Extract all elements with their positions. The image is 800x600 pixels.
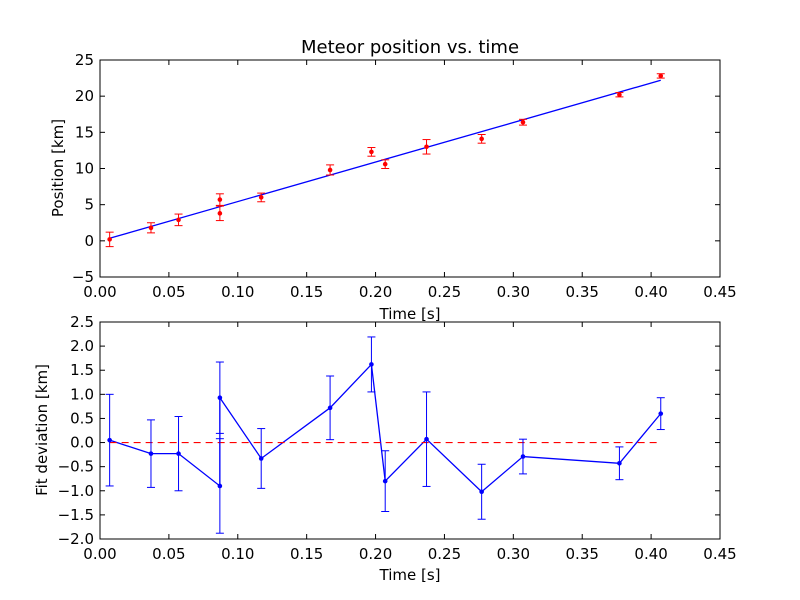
top-data-point [479, 136, 484, 142]
bottom-x-tick-label: 0.20 [359, 545, 392, 563]
bottom-y-tick-label: 1.0 [70, 385, 94, 403]
top-x-tick-label: 0.10 [221, 283, 254, 301]
bottom-data-point [369, 362, 374, 367]
bottom-x-tick-label: 0.15 [290, 545, 323, 563]
top-x-tick-label: 0.05 [152, 283, 185, 301]
top-fit-line [109, 79, 661, 239]
bottom-plot-area: 0.00 0.05 0.10 0.15 0.20 0.25 0.30 0.35 0.40 0.45… [58, 313, 737, 563]
top-data-point [658, 73, 664, 79]
top-data-point [217, 197, 223, 202]
bottom-y-tick-label: −1.5 [58, 506, 94, 524]
top-x-tick-label: 0.00 [83, 283, 116, 301]
bottom-data-point [217, 483, 223, 489]
top-y-tick-label: 0 [84, 232, 94, 250]
top-y-tick-label: 10 [75, 160, 94, 178]
top-x-tick-label: 0.30 [497, 283, 530, 301]
bottom-data-point [217, 395, 223, 401]
bottom-y-tick-label: −2.0 [58, 530, 94, 548]
bottom-data-point [327, 405, 333, 411]
top-x-tick-label: 0.25 [428, 283, 461, 301]
top-axes-frame [99, 59, 721, 278]
top-data-point [520, 119, 526, 125]
bottom-x-tick-label: 0.40 [634, 545, 667, 563]
bottom-data-point [658, 411, 664, 416]
top-x-tick-label: 0.40 [634, 283, 667, 301]
bottom-y-tick-label: 2.5 [70, 313, 94, 331]
bottom-data-point [107, 437, 112, 443]
bottom-data-point [148, 451, 154, 456]
bottom-data-point [258, 456, 264, 461]
bottom-deviation-line [109, 362, 662, 493]
top-data-point [217, 211, 223, 216]
bottom-data-point [520, 454, 526, 459]
bottom-y-axis-label: Fit deviation [km] [33, 364, 51, 496]
top-data-point [148, 225, 154, 231]
top-data-point [176, 217, 181, 223]
top-y-tick-label: −5 [72, 268, 94, 286]
top-y-tick-label: 25 [75, 51, 94, 69]
bottom-x-tick-label: 0.30 [497, 545, 530, 563]
top-panel: Meteor position vs. time 0.00 0.05 0.10 0.1… [49, 37, 737, 323]
bottom-panel: 0.00 0.05 0.10 0.15 0.20 0.25 0.30 0.35 0.40 0.45… [33, 313, 737, 584]
bottom-data-point [617, 460, 622, 466]
bottom-axes-frame [99, 321, 721, 540]
top-data-point [107, 237, 112, 242]
bottom-x-tick-label: 0.25 [428, 545, 461, 563]
bottom-y-tick-label: −0.5 [58, 458, 94, 476]
bottom-x-tick-label: 0.35 [566, 545, 599, 563]
bottom-x-tick-label: 0.00 [83, 545, 116, 563]
top-y-tick-label: 20 [75, 87, 94, 105]
bottom-x-axis-label: Time [s] [379, 566, 441, 584]
bottom-data-point [479, 489, 484, 495]
top-data-point [617, 92, 622, 98]
top-x-tick-label: 0.35 [566, 283, 599, 301]
bottom-data-point [382, 478, 388, 484]
top-title: Meteor position vs. time [301, 37, 519, 58]
top-x-tick-label: 0.45 [703, 283, 736, 301]
bottom-y-tick-label: 0.5 [70, 409, 94, 427]
top-data-point [382, 161, 388, 167]
bottom-y-tick-label: 0.0 [70, 434, 94, 452]
top-plot-area: 0.00 0.05 0.10 0.15 0.20 0.25 0.30 0.35 0.40 0.45… [72, 51, 737, 301]
top-data-point [424, 144, 429, 150]
bottom-y-tick-label: 1.5 [70, 361, 94, 379]
top-data-point [369, 149, 374, 155]
top-y-tick-label: 15 [75, 123, 94, 141]
bottom-y-tick-label: 2.0 [70, 337, 94, 355]
top-data-point [258, 195, 264, 200]
top-x-tick-label: 0.15 [290, 283, 323, 301]
bottom-x-tick-label: 0.45 [703, 545, 736, 563]
top-x-axis-label: Time [s] [379, 305, 441, 323]
bottom-x-tick-label: 0.05 [152, 545, 185, 563]
bottom-data-point [424, 436, 429, 442]
bottom-x-tick-label: 0.10 [221, 545, 254, 563]
top-x-tick-label: 0.20 [359, 283, 392, 301]
bottom-data-point [176, 451, 181, 456]
top-y-axis-label: Position [km] [49, 119, 67, 217]
top-y-tick-label: 5 [84, 196, 94, 214]
top-data-point [327, 167, 333, 173]
bottom-y-tick-label: −1.0 [58, 482, 94, 500]
